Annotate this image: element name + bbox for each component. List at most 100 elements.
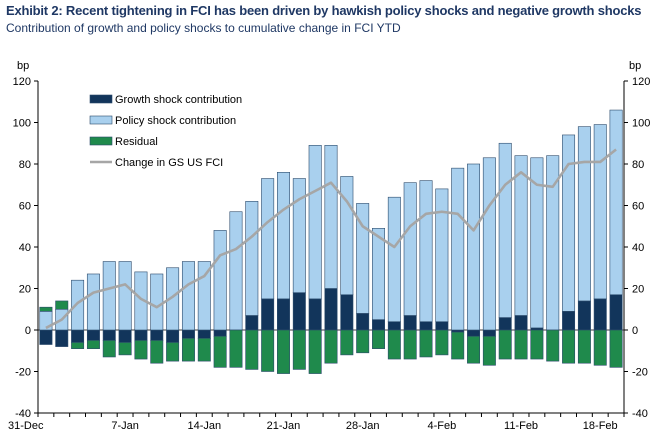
left-y-tick-label: 80 <box>19 159 31 171</box>
policy-bar <box>166 267 180 331</box>
policy-bar <box>498 142 512 318</box>
growth-bar <box>562 311 576 331</box>
policy-bar <box>340 176 354 296</box>
residual-bar <box>229 329 243 368</box>
growth-bar <box>372 319 385 331</box>
policy-bar <box>118 261 132 331</box>
growth-bar <box>403 315 417 331</box>
growth-bar <box>292 292 306 331</box>
policy-bar <box>277 172 290 300</box>
growth-bar <box>134 329 148 341</box>
residual-bar <box>530 329 544 360</box>
growth-bar <box>435 321 449 331</box>
right-y-tick-label: 80 <box>632 159 644 171</box>
residual-bar <box>55 300 69 310</box>
policy-bar <box>419 180 433 323</box>
policy-bar <box>403 182 417 316</box>
growth-bar <box>86 329 100 341</box>
policy-bar <box>150 273 164 331</box>
left-y-tick-label: 100 <box>13 118 31 130</box>
policy-bar <box>102 261 116 331</box>
fci-line-layer <box>45 148 617 330</box>
residual-bar <box>451 331 465 360</box>
growth-bar <box>498 317 512 331</box>
x-tick-label: 31-Dec <box>8 420 44 432</box>
axes-layer: bp bp -40 -40 -20 -20 0 0 20 20 40 40 60 60 80 80 100 100… <box>8 60 650 432</box>
policy-bar <box>229 211 243 331</box>
left-y-tick-label: -20 <box>15 367 31 379</box>
growth-bar <box>181 329 195 339</box>
policy-bar <box>372 228 385 320</box>
growth-bar <box>150 329 164 341</box>
right-y-tick-label: -40 <box>632 408 648 420</box>
residual-bar <box>150 340 164 364</box>
residual-bar <box>435 329 449 356</box>
policy-bar <box>387 196 401 322</box>
residual-bar <box>102 340 116 358</box>
residual-bar <box>340 329 354 356</box>
policy-bar <box>530 157 544 329</box>
growth-bar <box>609 294 623 331</box>
residual-bar <box>197 337 211 362</box>
residual-bar <box>356 329 370 354</box>
growth-bar <box>245 315 259 331</box>
x-tick-label: 21-Jan <box>267 420 301 432</box>
residual-bar <box>372 329 385 349</box>
growth-bar <box>213 329 227 337</box>
growth-bar <box>387 321 401 331</box>
policy-bar <box>324 145 338 289</box>
residual-bar <box>593 329 607 366</box>
right-axis-unit: bp <box>629 60 641 72</box>
legend-label: Policy shock contribution <box>115 115 236 127</box>
policy-bar <box>562 134 576 312</box>
growth-bar <box>102 329 116 341</box>
growth-bar <box>277 298 290 331</box>
x-tick-label: 14-Jan <box>187 420 221 432</box>
policy-bar <box>609 109 623 296</box>
growth-bar <box>356 313 370 331</box>
residual-bar <box>562 329 576 364</box>
growth-bar <box>593 298 607 331</box>
growth-bar <box>308 298 322 331</box>
legend-swatch <box>89 94 113 104</box>
x-tick-label: 4-Feb <box>427 420 456 432</box>
chart-subtitle: Contribution of growth and policy shocks… <box>6 21 401 35</box>
growth-bar <box>514 315 528 331</box>
right-y-tick-label: 100 <box>632 118 650 130</box>
policy-bar <box>482 157 496 331</box>
right-y-tick-label: 0 <box>632 325 638 337</box>
residual-bar <box>498 329 512 360</box>
residual-bar <box>39 306 53 312</box>
fci-line <box>45 148 617 330</box>
legend-label: Change in GS US FCI <box>115 157 223 169</box>
growth-bar <box>340 294 354 331</box>
growth-bar <box>197 329 211 339</box>
residual-bar <box>467 335 481 364</box>
residual-bar <box>324 329 338 364</box>
residual-bar <box>308 329 322 374</box>
residual-bar <box>482 335 496 366</box>
policy-bar <box>86 273 100 331</box>
policy-bar <box>292 178 306 293</box>
legend-label: Residual <box>115 136 158 148</box>
policy-bar <box>308 145 322 300</box>
growth-bar <box>324 288 338 331</box>
residual-bar <box>577 329 591 364</box>
residual-bar <box>245 329 259 370</box>
residual-bar <box>277 329 290 374</box>
residual-bar <box>546 329 560 362</box>
residual-bar <box>134 340 148 360</box>
growth-bar <box>261 298 275 331</box>
residual-bar <box>71 342 85 349</box>
residual-bar <box>292 329 306 370</box>
legend-swatch <box>89 136 113 146</box>
residual-bar <box>609 329 623 368</box>
right-y-tick-label: 20 <box>632 284 644 296</box>
policy-bar <box>181 261 195 331</box>
left-axis-unit: bp <box>17 60 29 72</box>
legend-label: Growth shock contribution <box>115 94 242 106</box>
x-tick-label: 11-Feb <box>504 420 538 432</box>
residual-bar <box>403 329 417 360</box>
residual-bar <box>213 335 227 368</box>
